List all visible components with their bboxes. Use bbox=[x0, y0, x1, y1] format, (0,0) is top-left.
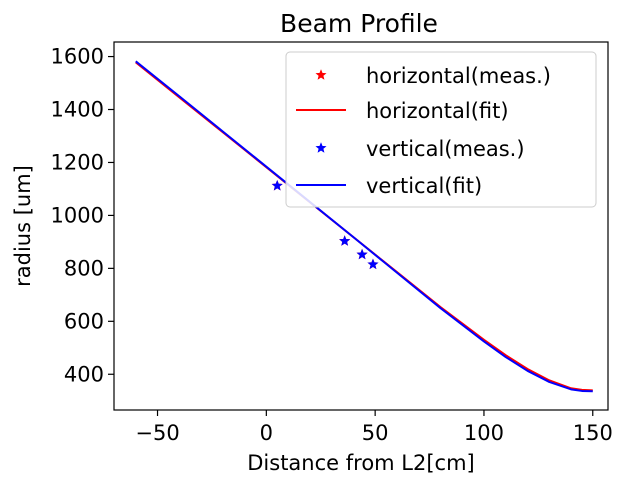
x-tick-label: −50 bbox=[135, 421, 179, 445]
x-axis-label: Distance from L2[cm] bbox=[247, 451, 475, 475]
chart-title: Beam Profile bbox=[280, 9, 438, 38]
y-axis-label: radius [um] bbox=[11, 165, 35, 287]
x-axis: −50 0 50 100 150 bbox=[135, 410, 613, 445]
y-axis: 400 600 800 1000 1200 1400 1600 bbox=[51, 45, 114, 386]
legend: horizontal(meas.) horizontal(fit) vertical… bbox=[285, 51, 597, 208]
legend-label: horizontal(meas.) bbox=[366, 64, 551, 88]
legend-marker bbox=[315, 142, 327, 153]
x-tick-label: 50 bbox=[362, 421, 389, 445]
legend-label: vertical(fit) bbox=[366, 174, 482, 198]
x-tick-label: 0 bbox=[260, 421, 273, 445]
y-tick-label: 1400 bbox=[51, 98, 104, 122]
x-tick-label: 150 bbox=[573, 421, 613, 445]
x-tick-label: 100 bbox=[464, 421, 504, 445]
data-point-vertical-meas- bbox=[367, 258, 379, 270]
y-tick-label: 400 bbox=[64, 362, 104, 386]
y-tick-label: 1200 bbox=[51, 150, 104, 174]
y-tick-label: 1000 bbox=[51, 203, 104, 227]
data-point-vertical-meas- bbox=[356, 248, 368, 260]
data-point-vertical-meas- bbox=[271, 179, 283, 191]
series-line-vertical-fit- bbox=[135, 60, 593, 393]
data-point-vertical-meas- bbox=[339, 235, 351, 246]
y-tick-label: 600 bbox=[64, 309, 104, 333]
legend-label: vertical(meas.) bbox=[366, 137, 525, 161]
legend-box bbox=[285, 51, 597, 208]
series-layer bbox=[135, 60, 593, 393]
legend-label: horizontal(fit) bbox=[366, 99, 509, 123]
y-tick-label: 800 bbox=[64, 256, 104, 280]
legend-marker bbox=[315, 69, 327, 80]
y-tick-label: 1600 bbox=[51, 45, 104, 69]
